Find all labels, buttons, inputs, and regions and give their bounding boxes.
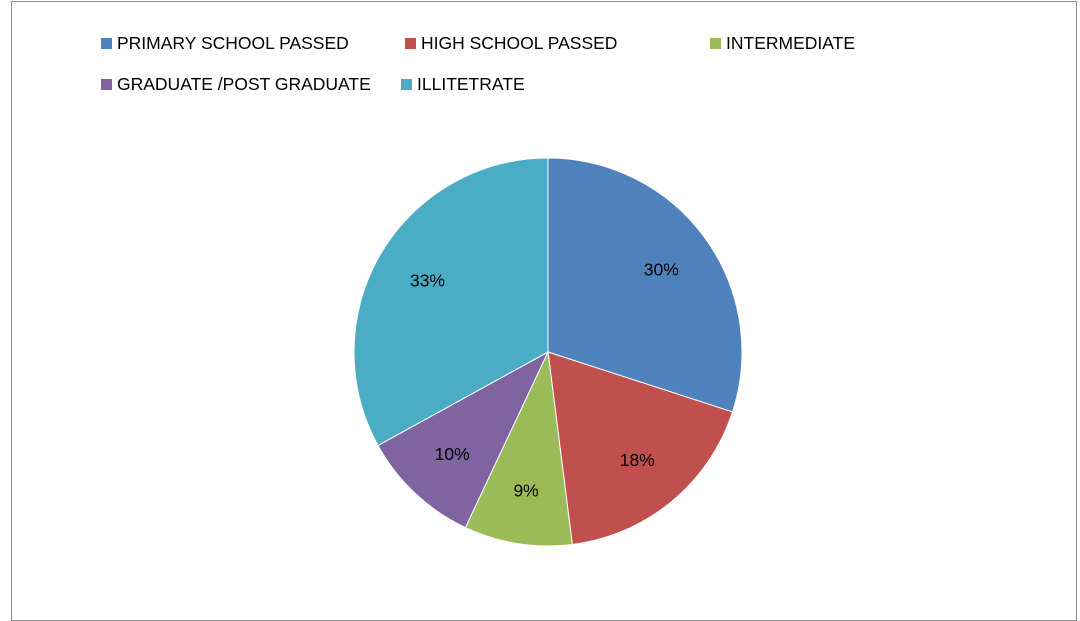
data-label-intermediate: 9%	[513, 480, 538, 500]
data-label-graduate-post-graduate: 10%	[435, 444, 470, 464]
pie-slice-high-school-passed	[547, 351, 734, 546]
legend-label: INTERMEDIATE	[726, 32, 855, 53]
legend-item-graduate-post-graduate: GRADUATE /POST GRADUATE	[101, 74, 371, 94]
data-label-primary-school-passed: 30%	[644, 260, 679, 280]
legend-swatch-primary-school-passed	[101, 37, 112, 49]
legend-item-primary-school-passed: PRIMARY SCHOOL PASSED	[101, 33, 349, 53]
legend-swatch-intermediate	[710, 37, 721, 49]
legend-item-illitetrate: ILLITETRATE	[401, 74, 525, 94]
legend-item-intermediate: INTERMEDIATE	[710, 33, 855, 53]
legend-label: PRIMARY SCHOOL PASSED	[117, 32, 349, 53]
pie-slice-illitetrate	[353, 157, 549, 447]
legend-swatch-illitetrate	[401, 78, 412, 90]
data-label-high-school-passed: 18%	[620, 450, 655, 470]
pie-slice-primary-school-passed	[547, 157, 743, 413]
legend-item-high-school-passed: HIGH SCHOOL PASSED	[405, 33, 617, 53]
legend-swatch-high-school-passed	[405, 37, 416, 49]
legend-swatch-graduate-post-graduate	[101, 78, 112, 90]
pie-slice-intermediate	[464, 350, 573, 547]
pie-slice-graduate-post-graduate	[377, 350, 550, 529]
legend-label: GRADUATE /POST GRADUATE	[117, 73, 371, 94]
legend-label: ILLITETRATE	[417, 73, 525, 94]
data-label-illitetrate: 33%	[410, 271, 445, 291]
legend-label: HIGH SCHOOL PASSED	[421, 32, 618, 53]
pie-chart: 30% 18% 9% 10% 33%	[353, 157, 743, 547]
